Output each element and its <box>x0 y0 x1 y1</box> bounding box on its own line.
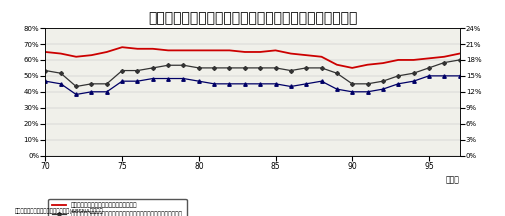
金融資産に占める現預金の割合（左目盛） <box>150 48 156 50</box>
負債の正味資産（金融資産＋実物資産－負債）に対する割合（右目盛） <box>411 72 417 75</box>
金融資産に占める現預金の割合（左目盛） <box>380 62 386 64</box>
負債の正味資産（金融資産＋実物資産－負債）に対する割合（右目盛） <box>180 64 186 67</box>
負債の正味資産（金融資産＋実物資産－負債）に対する割合（右目盛） <box>73 85 79 88</box>
金融資産に占める現預金の割合（左目盛） <box>319 56 325 58</box>
負債の正味資産（金融資産＋実物資産－負債）に対する割合（右目盛） <box>395 75 401 77</box>
金融資産に占める現預金の割合（左目盛） <box>441 56 447 58</box>
負債の総資産（金融資産＋実物資産）に対する割合（右目盛） <box>150 77 156 80</box>
金融資産に占める現預金の割合（左目盛） <box>457 52 463 55</box>
金融資産に占める現預金の割合（左目盛） <box>288 52 294 55</box>
金融資産に占める現預金の割合（左目盛） <box>349 67 355 69</box>
負債の正味資産（金融資産＋実物資産－負債）に対する割合（右目盛） <box>380 80 386 83</box>
負債の総資産（金融資産＋実物資産）に対する割合（右目盛） <box>303 83 309 85</box>
負債の総資産（金融資産＋実物資産）に対する割合（右目盛） <box>457 75 463 77</box>
負債の総資産（金融資産＋実物資産）に対する割合（右目盛） <box>426 75 432 77</box>
負債の正味資産（金融資産＋実物資産－負債）に対する割合（右目盛） <box>165 64 171 67</box>
負債の正味資産（金融資産＋実物資産－負債）に対する割合（右目盛） <box>365 83 371 85</box>
負債の総資産（金融資産＋実物資産）に対する割合（右目盛） <box>242 83 248 85</box>
負債の総資産（金融資産＋実物資産）に対する割合（右目盛） <box>273 83 279 85</box>
Title: 負債／総資産と預貯金／金融資産の推移（日本の家計）: 負債／総資産と預貯金／金融資産の推移（日本の家計） <box>148 11 357 25</box>
負債の正味資産（金融資産＋実物資産－負債）に対する割合（右目盛） <box>257 67 263 69</box>
金融資産に占める現預金の割合（左目盛） <box>273 49 279 52</box>
金融資産に占める現預金の割合（左目盛） <box>73 56 79 58</box>
Text: （年）: （年） <box>446 175 460 184</box>
負債の正味資産（金融資産＋実物資産－負債）に対する割合（右目盛） <box>42 69 48 72</box>
Line: 金融資産に占める現預金の割合（左目盛）: 金融資産に占める現預金の割合（左目盛） <box>45 47 460 68</box>
Text: （資料）内閣府「国民経済計算年報」(68SNAベース）: （資料）内閣府「国民経済計算年報」(68SNAベース） <box>15 208 104 214</box>
負債の総資産（金融資産＋実物資産）に対する割合（右目盛） <box>395 83 401 85</box>
負債の正味資産（金融資産＋実物資産－負債）に対する割合（右目盛） <box>104 83 110 85</box>
負債の総資産（金融資産＋実物資産）に対する割合（右目盛） <box>88 91 94 93</box>
負債の正味資産（金融資産＋実物資産－負債）に対する割合（右目盛） <box>273 67 279 69</box>
負債の正味資産（金融資産＋実物資産－負債）に対する割合（右目盛） <box>196 67 202 69</box>
金融資産に占める現預金の割合（左目盛） <box>303 54 309 56</box>
負債の正味資産（金融資産＋実物資産－負債）に対する割合（右目盛） <box>119 69 125 72</box>
負債の正味資産（金融資産＋実物資産－負債）に対する割合（右目盛） <box>457 59 463 61</box>
負債の総資産（金融資産＋実物資産）に対する割合（右目盛） <box>180 77 186 80</box>
金融資産に占める現預金の割合（左目盛） <box>134 48 140 50</box>
負債の総資産（金融資産＋実物資産）に対する割合（右目盛） <box>165 77 171 80</box>
金融資産に占める現預金の割合（左目盛） <box>426 57 432 60</box>
金融資産に占める現預金の割合（左目盛） <box>42 51 48 53</box>
金融資産に占める現預金の割合（左目盛） <box>180 49 186 52</box>
負債の総資産（金融資産＋実物資産）に対する割合（右目盛） <box>73 93 79 96</box>
金融資産に占める現預金の割合（左目盛） <box>257 51 263 53</box>
負債の正味資産（金融資産＋実物資産－負債）に対する割合（右目盛） <box>211 67 217 69</box>
金融資産に占める現預金の割合（左目盛） <box>211 49 217 52</box>
負債の総資産（金融資産＋実物資産）に対する割合（右目盛） <box>196 80 202 83</box>
負債の総資産（金融資産＋実物資産）に対する割合（右目盛） <box>380 88 386 91</box>
負債の総資産（金融資産＋実物資産）に対する割合（右目盛） <box>365 91 371 93</box>
金融資産に占める現預金の割合（左目盛） <box>395 59 401 61</box>
負債の総資産（金融資産＋実物資産）に対する割合（右目盛） <box>411 80 417 83</box>
負債の総資産（金融資産＋実物資産）に対する割合（右目盛） <box>288 85 294 88</box>
金融資産に占める現預金の割合（左目盛） <box>242 51 248 53</box>
負債の総資産（金融資産＋実物資産）に対する割合（右目盛） <box>134 80 140 83</box>
負債の総資産（金融資産＋実物資産）に対する割合（右目盛） <box>441 75 447 77</box>
負債の正味資産（金融資産＋実物資産－負債）に対する割合（右目盛） <box>150 67 156 69</box>
負債の正味資産（金融資産＋実物資産－負債）に対する割合（右目盛） <box>288 69 294 72</box>
金融資産に占める現預金の割合（左目盛） <box>165 49 171 52</box>
金融資産に占める現預金の割合（左目盛） <box>334 64 340 66</box>
金融資産に占める現預金の割合（左目盛） <box>196 49 202 52</box>
金融資産に占める現預金の割合（左目盛） <box>58 52 64 55</box>
負債の総資産（金融資産＋実物資産）に対する割合（右目盛） <box>349 91 355 93</box>
Legend: 金融資産に占める現預金の割合（左目盛）, 負債の正味資産（金融資産＋実物資産－負債）に対する割合（右目盛）, 負債の総資産（金融資産＋実物資産）に対する割合（右: 金融資産に占める現預金の割合（左目盛）, 負債の正味資産（金融資産＋実物資産－負… <box>48 199 187 216</box>
負債の総資産（金融資産＋実物資産）に対する割合（右目盛） <box>58 83 64 85</box>
負債の正味資産（金融資産＋実物資産－負債）に対する割合（右目盛） <box>303 67 309 69</box>
負債の総資産（金融資産＋実物資産）に対する割合（右目盛） <box>42 80 48 83</box>
金融資産に占める現預金の割合（左目盛） <box>411 59 417 61</box>
金融資産に占める現預金の割合（左目盛） <box>104 51 110 53</box>
負債の正味資産（金融資産＋実物資産－負債）に対する割合（右目盛） <box>226 67 232 69</box>
負債の総資産（金融資産＋実物資産）に対する割合（右目盛） <box>319 80 325 83</box>
Line: 負債の正味資産（金融資産＋実物資産－負債）に対する割合（右目盛）: 負債の正味資産（金融資産＋実物資産－負債）に対する割合（右目盛） <box>44 59 461 88</box>
Line: 負債の総資産（金融資産＋実物資産）に対する割合（右目盛）: 負債の総資産（金融資産＋実物資産）に対する割合（右目盛） <box>44 74 461 96</box>
負債の正味資産（金融資産＋実物資産－負債）に対する割合（右目盛） <box>441 61 447 64</box>
負債の正味資産（金融資産＋実物資産－負債）に対する割合（右目盛） <box>349 83 355 85</box>
負債の総資産（金融資産＋実物資産）に対する割合（右目盛） <box>104 91 110 93</box>
負債の総資産（金融資産＋実物資産）に対する割合（右目盛） <box>226 83 232 85</box>
金融資産に占める現預金の割合（左目盛） <box>88 54 94 56</box>
金融資産に占める現預金の割合（左目盛） <box>226 49 232 52</box>
負債の総資産（金融資産＋実物資産）に対する割合（右目盛） <box>257 83 263 85</box>
負債の正味資産（金融資産＋実物資産－負債）に対する割合（右目盛） <box>334 72 340 75</box>
金融資産に占める現預金の割合（左目盛） <box>119 46 125 49</box>
負債の総資産（金融資産＋実物資産）に対する割合（右目盛） <box>119 80 125 83</box>
負債の正味資産（金融資産＋実物資産－負債）に対する割合（右目盛） <box>319 67 325 69</box>
負債の正味資産（金融資産＋実物資産－負債）に対する割合（右目盛） <box>58 72 64 75</box>
負債の正味資産（金融資産＋実物資産－負債）に対する割合（右目盛） <box>88 83 94 85</box>
金融資産に占める現預金の割合（左目盛） <box>365 64 371 66</box>
負債の正味資産（金融資産＋実物資産－負債）に対する割合（右目盛） <box>242 67 248 69</box>
負債の正味資産（金融資産＋実物資産－負債）に対する割合（右目盛） <box>426 67 432 69</box>
負債の正味資産（金融資産＋実物資産－負債）に対する割合（右目盛） <box>134 69 140 72</box>
負債の総資産（金融資産＋実物資産）に対する割合（右目盛） <box>334 88 340 91</box>
負債の総資産（金融資産＋実物資産）に対する割合（右目盛） <box>211 83 217 85</box>
